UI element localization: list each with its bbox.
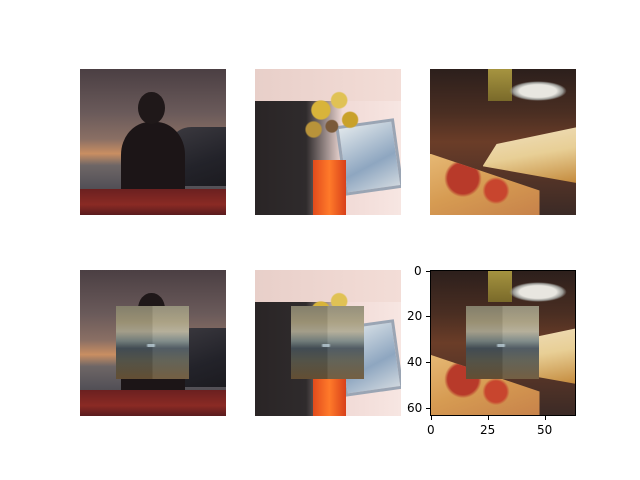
image-panel-silhouette-top — [80, 69, 226, 215]
x-tick-label: 0 — [427, 423, 435, 437]
y-tick-label: 0 — [414, 264, 422, 278]
x-tick-mark — [431, 416, 432, 420]
y-tick-mark — [426, 271, 430, 272]
y-tick-label: 60 — [407, 401, 423, 415]
y-tick-label: 40 — [407, 355, 423, 369]
mask-patch — [116, 306, 189, 379]
mask-patch — [291, 306, 364, 379]
y-tick-mark — [426, 408, 430, 409]
x-tick-mark — [545, 416, 546, 420]
image-panel-flowers-top — [255, 69, 401, 215]
mask-patch — [466, 306, 539, 379]
y-tick-label: 20 — [407, 309, 423, 323]
x-tick-label: 50 — [537, 423, 553, 437]
image-panel-food-top — [430, 69, 576, 215]
image-panel-food-masked — [430, 270, 576, 416]
image-panel-silhouette-masked — [80, 270, 226, 416]
y-tick-mark — [426, 316, 430, 317]
y-tick-mark — [426, 362, 430, 363]
x-tick-label: 25 — [480, 423, 496, 437]
x-tick-mark — [488, 416, 489, 420]
image-panel-flowers-masked — [255, 270, 401, 416]
